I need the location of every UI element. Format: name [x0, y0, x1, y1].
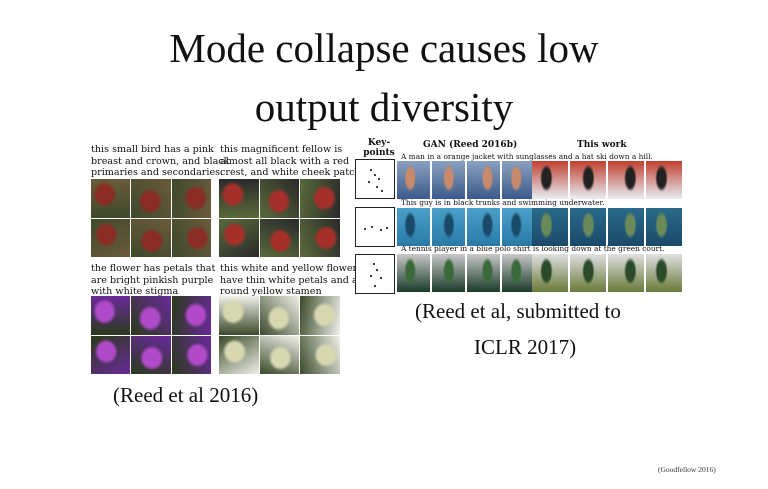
- generated-frame-image: [570, 161, 606, 199]
- thumbnail-image: [219, 179, 259, 218]
- generated-frame-image: [397, 254, 430, 292]
- caption-line: primaries and secondaries.: [91, 167, 224, 179]
- generated-frame-image: [502, 254, 535, 292]
- caption-flower-white: this white and yellow flower have thin w…: [220, 263, 358, 298]
- footer-credit: (Goodfellow 2016): [658, 465, 716, 474]
- generated-frame-image: [502, 208, 535, 246]
- generated-frame-image: [432, 161, 465, 199]
- generated-frame-image: [570, 254, 606, 292]
- thumbnail-image: [171, 335, 211, 374]
- keypoints-header: Key- points: [362, 138, 396, 158]
- generated-frame-image: [432, 254, 465, 292]
- thumbnail-image: [171, 218, 211, 257]
- thumbnail-image: [91, 335, 131, 374]
- this-work-strip-tennis: [532, 254, 682, 292]
- thumbnail-image: [300, 335, 340, 374]
- caption-line: with white stigma: [91, 286, 179, 298]
- row-caption-swim: This guy is in black trunks and swimming…: [401, 198, 605, 207]
- slide-title-line-2: output diversity: [254, 84, 514, 130]
- thumbnail-image: [259, 218, 300, 257]
- generated-frame-image: [467, 254, 500, 292]
- this-work-strip-swim: [532, 208, 682, 246]
- generated-frame-image: [608, 254, 644, 292]
- generated-frame-image: [608, 208, 644, 246]
- thumbnail-image: [131, 218, 171, 257]
- gan-strip-ski: [397, 161, 535, 199]
- thumbnail-image: [91, 218, 131, 257]
- image-grid-flower-white: [219, 296, 340, 374]
- generated-frame-image: [532, 254, 568, 292]
- image-grid-flower-purple: [91, 296, 211, 374]
- gan-strip-swim: [397, 208, 535, 246]
- gan-header: GAN (Reed 2016b): [423, 140, 518, 150]
- caption-line: breast and crown, and black: [91, 155, 230, 167]
- image-grid-bird-pink: [91, 179, 211, 257]
- generated-frame-image: [646, 208, 682, 246]
- caption-line: the flower has petals that: [91, 263, 216, 274]
- caption-line: crest, and white cheek patch.: [220, 167, 364, 179]
- generated-frame-image: [502, 161, 535, 199]
- thumbnail-image: [219, 296, 259, 335]
- caption-line: this magnificent fellow is: [220, 144, 343, 155]
- this-work-strip-ski: [532, 161, 682, 199]
- left-citation: (Reed et al 2016): [113, 383, 259, 407]
- image-grid-bird-black: [219, 179, 340, 257]
- thumbnail-image: [131, 335, 171, 374]
- keypoint-box-swim: [355, 207, 395, 247]
- thumbnail-image: [300, 179, 340, 218]
- generated-frame-image: [646, 161, 682, 199]
- keypoints-header-line: Key-: [367, 138, 391, 148]
- gan-strip-tennis: [397, 254, 535, 292]
- caption-line: round yellow stamen: [220, 286, 322, 298]
- generated-frame-image: [532, 161, 568, 199]
- right-citation-line-2: ICLR 2017): [474, 335, 577, 359]
- generated-frame-image: [467, 208, 500, 246]
- slide-title-line-1: Mode collapse causes low: [169, 25, 599, 71]
- thumbnail-image: [300, 296, 340, 335]
- generated-frame-image: [570, 208, 606, 246]
- this-work-header: This work: [577, 140, 627, 150]
- caption-line: are bright pinkish purple: [91, 274, 214, 286]
- generated-frame-image: [532, 208, 568, 246]
- thumbnail-image: [91, 179, 131, 218]
- thumbnail-image: [91, 296, 131, 335]
- thumbnail-image: [131, 296, 171, 335]
- thumbnail-image: [171, 296, 211, 335]
- right-citation-line-1: (Reed et al, submitted to: [415, 299, 621, 323]
- keypoint-box-ski: [355, 159, 395, 199]
- caption-line: this small bird has a pink: [91, 144, 214, 155]
- generated-frame-image: [397, 161, 430, 199]
- generated-frame-image: [608, 161, 644, 199]
- caption-line: have thin white petals and a: [220, 274, 358, 286]
- keypoint-box-tennis: [355, 254, 395, 294]
- caption-flower-purple: the flower has petals that are bright pi…: [91, 263, 215, 298]
- keypoints-header-line: points: [363, 148, 395, 158]
- thumbnail-image: [171, 179, 211, 218]
- thumbnail-image: [259, 179, 300, 218]
- thumbnail-image: [300, 218, 340, 257]
- generated-frame-image: [432, 208, 465, 246]
- caption-bird-pink: this small bird has a pink breast and cr…: [91, 144, 229, 179]
- generated-frame-image: [397, 208, 430, 246]
- thumbnail-image: [219, 335, 259, 374]
- thumbnail-image: [259, 296, 300, 335]
- thumbnail-image: [219, 218, 259, 257]
- row-caption-ski: A man in a orange jacket with sunglasses…: [401, 152, 653, 161]
- thumbnail-image: [131, 179, 171, 218]
- thumbnail-image: [259, 335, 300, 374]
- generated-frame-image: [467, 161, 500, 199]
- caption-bird-black: this magnificent fellow is almost all bl…: [220, 144, 364, 179]
- generated-frame-image: [646, 254, 682, 292]
- caption-line: almost all black with a red: [220, 155, 350, 167]
- row-caption-tennis: A tennis player in a blue polo shirt is …: [401, 244, 665, 253]
- caption-line: this white and yellow flower: [220, 263, 358, 274]
